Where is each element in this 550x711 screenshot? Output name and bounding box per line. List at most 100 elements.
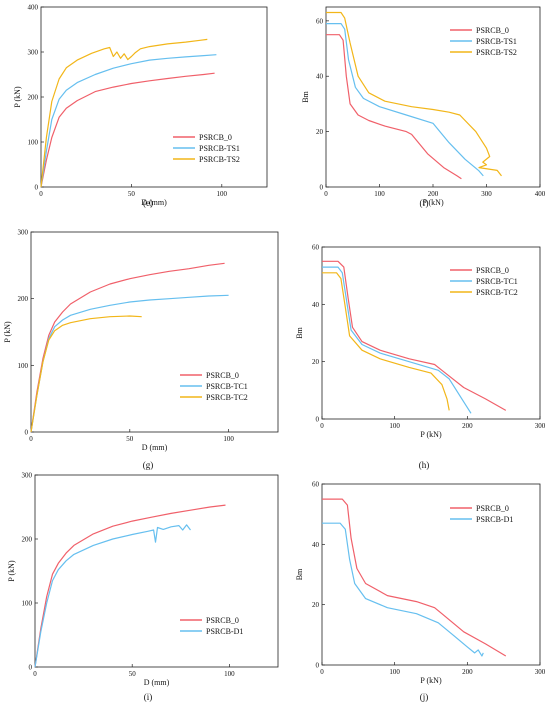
x-tick-label: 200: [462, 422, 473, 430]
legend-entry: PSRCB-TS1: [199, 144, 240, 153]
series-line-psrcb-ts1: [326, 23, 484, 177]
series-line-psrcb-0: [40, 72, 215, 188]
chart-panel-i: 0 50 100 0 100 200 300 D (mm) P (kN) PSRCB_0 PSRCB…: [7, 472, 279, 702]
series-line-psrcb-ts2: [326, 11, 502, 177]
series-line-psrcb-tc2: [322, 272, 450, 411]
chart-panel-j: 0 100 200 300 0 20 40 60 P (kN) Bm PSRCB_0 PSRCB-D1…: [295, 481, 546, 703]
y-axis-label: P (kN): [13, 86, 22, 108]
x-tick-label: 0: [33, 670, 37, 678]
x-tick-label: 300: [535, 422, 546, 430]
legend-entry: PSRCB-D1: [476, 515, 513, 524]
y-tick-label: 300: [18, 229, 29, 237]
x-tick-label: 100: [217, 190, 228, 198]
y-axis-label: Bm: [295, 568, 304, 580]
legend-entry: PSRCB-TS2: [476, 48, 517, 57]
y-tick-label: 300: [22, 472, 33, 480]
y-axis-label: Bm: [295, 326, 304, 338]
x-axis-label: D (mm): [144, 678, 170, 687]
x-axis-label: D (mm): [142, 443, 168, 452]
legend-entry: PSRCB-TC1: [476, 277, 518, 286]
y-tick-label: 0: [29, 664, 33, 672]
series-line-psrcb-tc2: [30, 315, 142, 433]
y-tick-label: 400: [28, 4, 39, 12]
legend-entry: PSRCB-TC1: [206, 382, 248, 391]
x-tick-label: 0: [320, 668, 324, 676]
legend-entry: PSRCB_0: [476, 504, 509, 513]
y-axis-label: P (kN): [3, 321, 12, 343]
y-tick-label: 300: [28, 49, 39, 57]
x-tick-label: 0: [39, 190, 43, 198]
legend-entry: PSRCB_0: [206, 616, 239, 625]
x-axis-label: P (kN): [420, 430, 442, 439]
chart-panel-h: 0 100 200 300 0 20 40 60 P (kN) Bm PSRCB_0 PSRCB-TC…: [295, 244, 546, 471]
series-line-psrcb-0: [34, 504, 226, 668]
panel-label: (f): [420, 198, 429, 208]
x-axis-label: D (mm): [141, 198, 167, 207]
legend-entry: PSRCB-TS1: [476, 37, 517, 46]
x-tick-label: 300: [481, 190, 492, 198]
y-tick-label: 20: [312, 601, 320, 609]
legend-entry: PSRCB-TC2: [206, 393, 248, 402]
x-tick-label: 100: [389, 422, 400, 430]
series-line-psrcb-d1: [34, 524, 191, 668]
series-line-psrcb-ts1: [40, 54, 217, 188]
plot-frame: [321, 483, 541, 666]
x-tick-label: 300: [535, 668, 546, 676]
y-tick-label: 60: [312, 244, 320, 252]
chart-panel-e: 0 50 100 0 100 200 300 400 D (mm) P (kN) PSRCB_0 PS…: [13, 4, 268, 208]
series-line-psrcb-0: [30, 262, 225, 433]
y-tick-label: 0: [316, 416, 320, 424]
plot-frame: [34, 474, 279, 668]
legend-entry: PSRCB-TS2: [199, 155, 240, 164]
y-tick-label: 0: [316, 662, 320, 670]
y-axis-label: Bm: [301, 90, 310, 102]
x-tick-label: 100: [223, 435, 234, 443]
legend-entry: PSRCB-TC2: [476, 288, 518, 297]
y-tick-label: 40: [312, 541, 320, 549]
series-line-psrcb-ts2: [40, 38, 208, 188]
x-tick-label: 100: [224, 670, 235, 678]
x-axis-label: P (kN): [420, 676, 442, 685]
y-tick-label: 60: [312, 481, 320, 489]
x-axis-label: P (kN): [422, 198, 444, 207]
y-tick-label: 0: [35, 184, 39, 192]
x-tick-label: 200: [428, 190, 439, 198]
series-line-psrcb-tc1: [322, 266, 472, 414]
x-tick-label: 100: [389, 668, 400, 676]
x-tick-label: 100: [374, 190, 385, 198]
plot-frame: [321, 246, 541, 420]
y-tick-label: 0: [25, 429, 29, 437]
x-tick-label: 0: [320, 422, 324, 430]
series-line-psrcb-0: [322, 260, 507, 411]
y-tick-label: 40: [316, 73, 324, 81]
y-tick-label: 60: [316, 17, 324, 25]
x-tick-label: 400: [535, 190, 546, 198]
legend-entry: PSRCB_0: [206, 371, 239, 380]
y-tick-label: 20: [316, 128, 324, 136]
x-tick-label: 50: [129, 670, 137, 678]
legend-entry: PSRCB_0: [476, 26, 509, 35]
series-line-psrcb-0: [322, 498, 507, 657]
y-tick-label: 100: [28, 139, 39, 147]
y-tick-label: 40: [312, 301, 320, 309]
plot-frame: [30, 231, 279, 433]
panel-label: (g): [143, 460, 154, 470]
x-tick-label: 50: [128, 190, 136, 198]
x-tick-label: 0: [324, 190, 328, 198]
y-tick-label: 100: [18, 362, 29, 370]
y-tick-label: 200: [22, 536, 33, 544]
x-tick-label: 50: [126, 435, 134, 443]
x-tick-label: 0: [29, 435, 33, 443]
y-tick-label: 100: [22, 600, 33, 608]
y-tick-label: 20: [312, 358, 320, 366]
series-line-psrcb-d1: [322, 522, 484, 657]
y-tick-label: 200: [18, 295, 29, 303]
y-axis-label: P (kN): [7, 560, 16, 582]
y-tick-label: 200: [28, 94, 39, 102]
panel-label: (h): [419, 460, 430, 470]
chart-panel-g: 0 50 100 0 100 200 300 D (mm) P (kN) PSRCB_0 PSRCB…: [3, 229, 279, 470]
legend-entry: PSRCB_0: [199, 133, 232, 142]
chart-panel-f: 0 100 200 300 400 0 20 40 60 P (kN) Bm PSRCB_0 PSRCB…: [301, 6, 546, 208]
y-tick-label: 0: [320, 184, 324, 192]
panel-label: (e): [143, 198, 153, 208]
